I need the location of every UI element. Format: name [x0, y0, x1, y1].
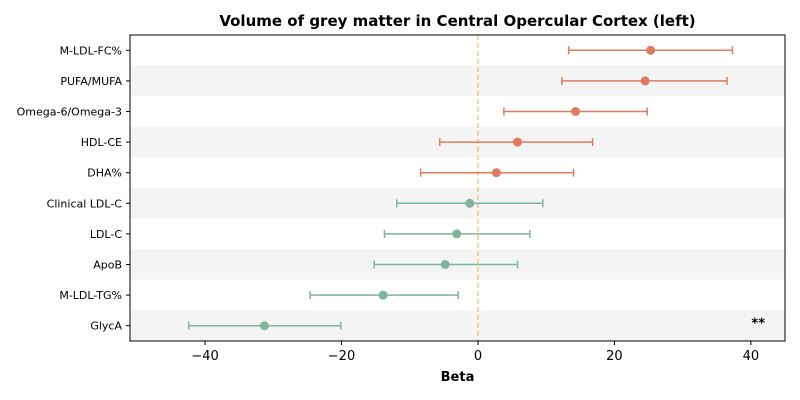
estimate-point [640, 76, 650, 86]
y-tick-label: LDL-C [90, 228, 123, 241]
estimate-point [491, 168, 501, 178]
x-tick-label: 0 [474, 349, 482, 364]
chart-title: Volume of grey matter in Central Opercul… [219, 12, 695, 30]
y-tick-label: HDL-CE [81, 136, 122, 149]
y-tick-label: M-LDL-TG% [59, 289, 122, 302]
y-tick-label: Clinical LDL-C [47, 197, 123, 210]
x-tick-label: −40 [191, 349, 218, 364]
estimate-point [378, 290, 388, 300]
y-tick-label: M-LDL-FC% [60, 44, 122, 57]
estimate-point [259, 321, 269, 331]
estimate-point [646, 45, 656, 55]
x-tick-label: −20 [328, 349, 355, 364]
y-tick-label: GlycA [90, 320, 122, 333]
forest-row [439, 137, 594, 147]
estimate-point [513, 137, 523, 147]
forest-row: ** [187, 317, 765, 332]
estimate-point [465, 198, 475, 208]
forest-row [419, 168, 575, 178]
y-tick-label: ApoB [93, 259, 122, 272]
plot-frame [129, 34, 786, 342]
forest-row [373, 260, 519, 269]
y-tick-label: DHA% [87, 167, 122, 180]
x-axis: −40 −20 0 20 40 [191, 341, 759, 364]
estimate-point [440, 260, 450, 269]
forest-row [383, 229, 531, 239]
y-tick-label: Omega-6/Omega-3 [17, 106, 122, 119]
x-axis-label: Beta [441, 370, 475, 385]
estimate-point [571, 107, 581, 116]
significance-annotation: ** [751, 317, 765, 332]
forest-row [567, 45, 734, 55]
forest-row [503, 107, 648, 116]
x-tick-label: 40 [743, 349, 760, 364]
y-tick-label: PUFA/MUFA [60, 75, 122, 88]
plot-marks: ** [187, 45, 765, 332]
forest-row [561, 76, 728, 86]
forest-row [396, 198, 544, 208]
estimate-point [452, 229, 462, 239]
forest-row [309, 290, 459, 300]
y-axis: M-LDL-FC% PUFA/MUFA Omega-6/Omega-3 HDL-CE D… [17, 44, 130, 333]
x-tick-label: 20 [606, 349, 623, 364]
